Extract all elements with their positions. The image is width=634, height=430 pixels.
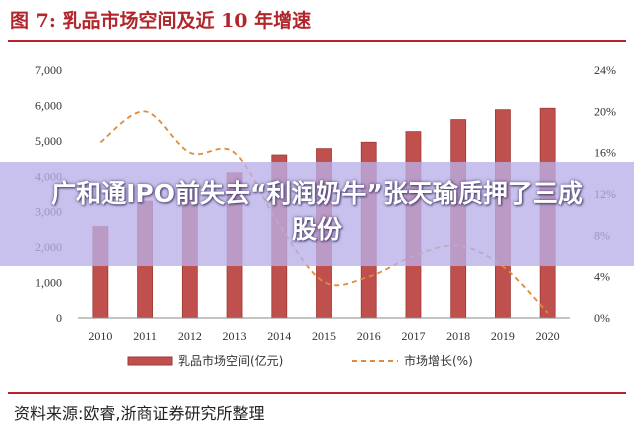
- x-axis-ticks: 2010 2011 2012 2013 2014 2015 2016 2017 2018 2019…: [88, 329, 559, 343]
- legend-line-label: 市场增长(%): [404, 353, 473, 368]
- title-rule: [8, 40, 626, 42]
- source-note: 资料来源:欧睿,浙商证券研究所整理: [14, 404, 265, 423]
- legend-bar-label: 乳品市场空间(亿元): [178, 353, 283, 368]
- x-axis-tick: 2013: [223, 329, 247, 343]
- x-axis-tick: 2020: [536, 329, 560, 343]
- x-axis-tick: 2017: [401, 329, 425, 343]
- x-axis-tick: 2019: [491, 329, 515, 343]
- right-axis-tick: 16%: [594, 146, 616, 160]
- left-axis-tick: 7,000: [35, 63, 62, 77]
- x-axis-tick: 2010: [88, 329, 112, 343]
- headline-text: 广和通IPO前失去“利润奶牛”张天瑜质押了三成股份: [51, 179, 583, 244]
- left-axis-tick: 1,000: [35, 276, 62, 290]
- x-axis-tick: 2018: [446, 329, 470, 343]
- legend: 乳品市场空间(亿元) 市场增长(%): [127, 353, 473, 368]
- left-axis-tick: 5,000: [35, 134, 62, 148]
- x-axis-tick: 2011: [133, 329, 157, 343]
- x-axis-tick: 2014: [267, 329, 291, 343]
- headline-banner: [0, 162, 634, 266]
- right-axis-tick: 0%: [594, 311, 610, 325]
- right-axis-tick: 20%: [594, 104, 616, 118]
- source-rule: [8, 392, 626, 394]
- x-axis-tick: 2015: [312, 329, 336, 343]
- legend-bar-swatch: [127, 356, 173, 366]
- left-axis-tick: 6,000: [35, 98, 62, 112]
- left-axis-tick: 0: [56, 311, 62, 325]
- x-axis-tick: 2012: [178, 329, 202, 343]
- figure-title: 图 7: 乳品市场空间及近 10 年增速: [10, 10, 312, 32]
- right-axis-tick: 4%: [594, 270, 610, 284]
- x-axis-tick: 2016: [357, 329, 381, 343]
- right-axis-tick: 24%: [594, 63, 616, 77]
